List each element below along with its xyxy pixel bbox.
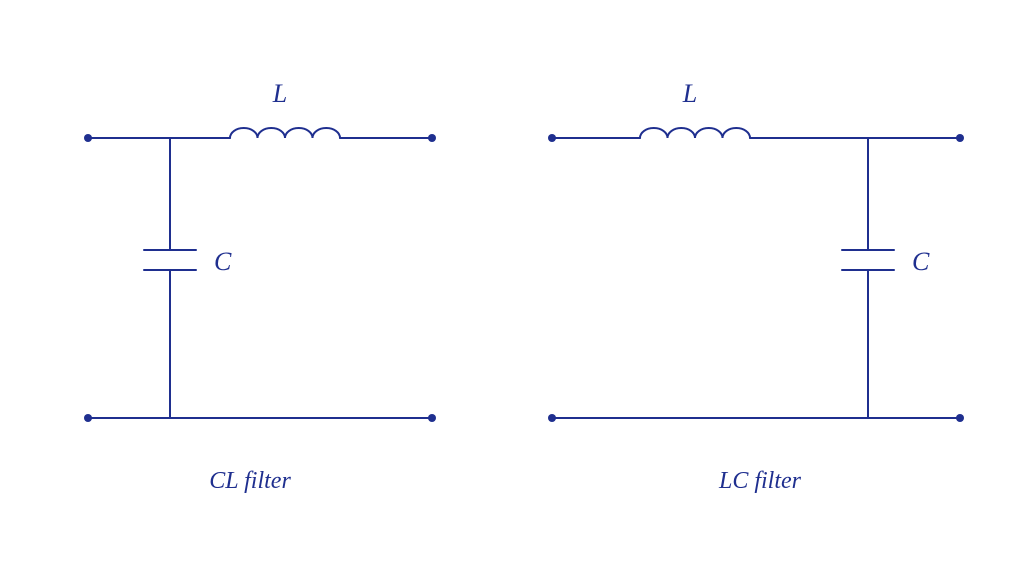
terminal-top-left	[84, 134, 92, 142]
capacitor	[842, 250, 894, 270]
inductor	[640, 128, 750, 138]
circuit-cl: L C CL filter	[84, 79, 436, 494]
terminal-bottom-right	[428, 414, 436, 422]
circuit-caption: LC filter	[718, 468, 802, 494]
terminal-bottom-left	[84, 414, 92, 422]
terminal-bottom-left	[548, 414, 556, 422]
circuit-lc: L C LC filter	[548, 79, 964, 494]
inductor	[230, 128, 340, 138]
terminal-top-right	[956, 134, 964, 142]
capacitor	[144, 250, 196, 270]
capacitor-label: C	[912, 247, 930, 276]
inductor-label: L	[272, 79, 287, 108]
inductor-label: L	[682, 79, 697, 108]
terminal-top-left	[548, 134, 556, 142]
terminal-top-right	[428, 134, 436, 142]
capacitor-label: C	[214, 247, 232, 276]
circuit-caption: CL filter	[209, 468, 291, 494]
terminal-bottom-right	[956, 414, 964, 422]
